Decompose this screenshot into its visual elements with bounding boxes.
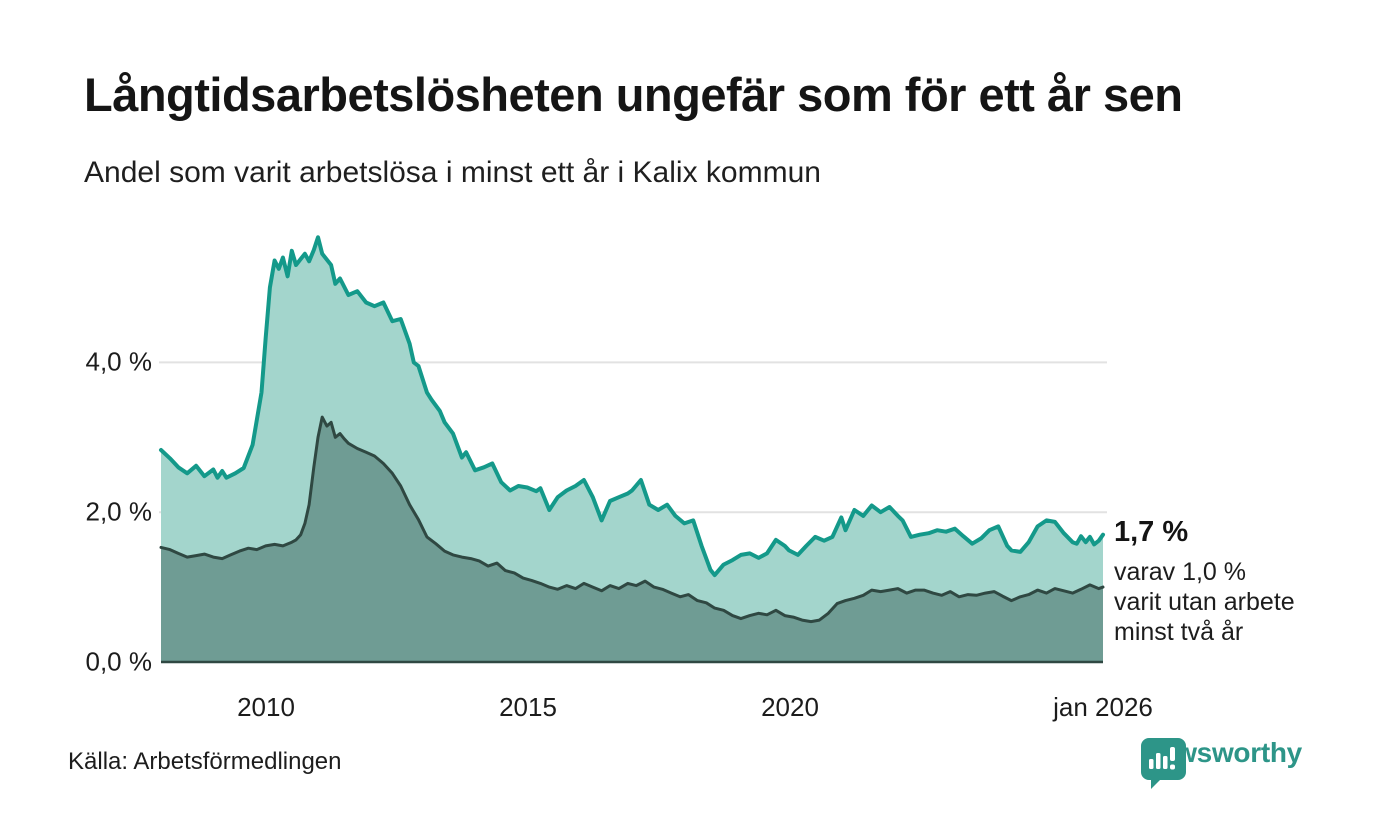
annotation-line-3: minst två år xyxy=(1114,618,1244,646)
latest-value-annotation: 1,7 % varav 1,0 % varit utan arbete mins… xyxy=(1114,516,1354,647)
x-axis-tick-jan-2026: jan 2026 xyxy=(1053,692,1153,722)
source-caption: Källa: Arbetsförmedlingen xyxy=(68,748,342,775)
newsworthy-logo[interactable]: Newsworthy xyxy=(1140,737,1302,789)
x-axis-tick-2020: 2020 xyxy=(761,692,819,722)
y-axis-tick-0: 0,0 % xyxy=(85,646,153,677)
annotation-line-1: varav 1,0 % xyxy=(1114,558,1247,586)
series-line-1 xyxy=(159,235,1105,578)
x-axis-tick-2015: 2015 xyxy=(499,692,557,722)
latest-value-label: 1,7 % xyxy=(1114,516,1189,548)
page-title: Långtidsarbetslösheten ungefär som för e… xyxy=(84,68,1183,121)
x-axis-tick-2010: 2010 xyxy=(237,692,295,722)
series-area-2 xyxy=(161,417,1103,662)
y-axis-tick-2: 2,0 % xyxy=(85,496,153,527)
y-axis-tick-4: 4,0 % xyxy=(85,346,153,377)
newsworthy-badge-icon xyxy=(1141,738,1186,789)
series-line-2 xyxy=(159,415,1105,624)
annotation-line-2: varit utan arbete xyxy=(1114,588,1295,616)
page-subtitle: Andel som varit arbetslösa i minst ett å… xyxy=(84,156,821,189)
